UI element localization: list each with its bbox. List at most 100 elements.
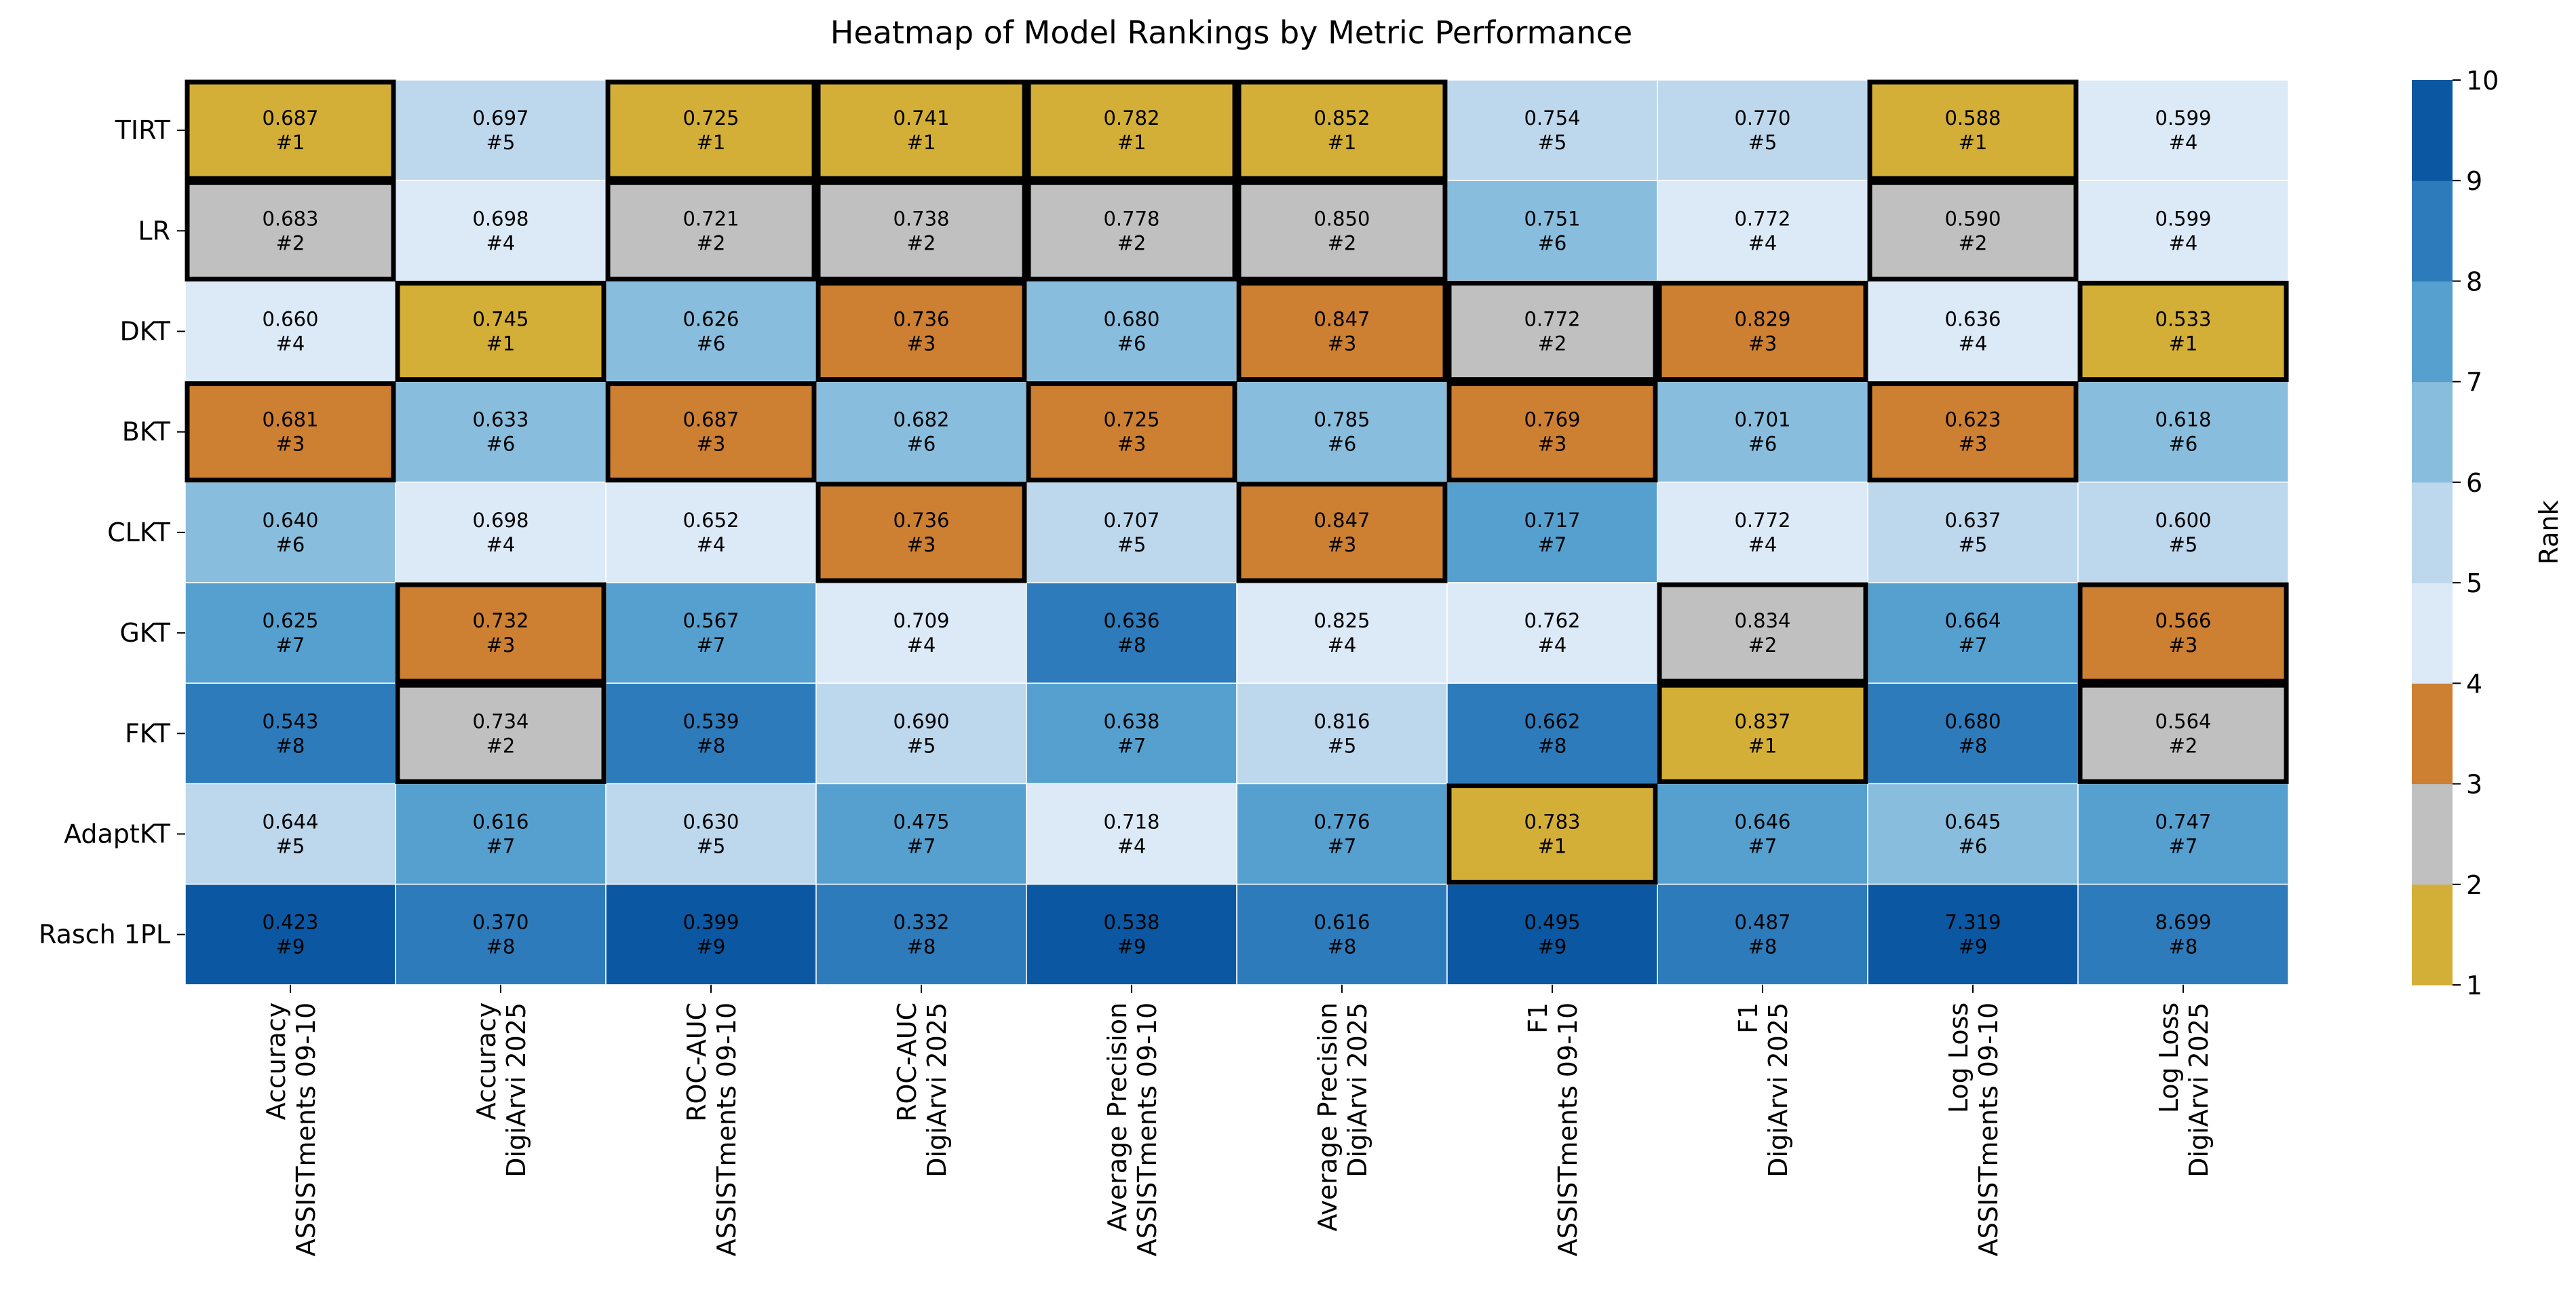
column-label: Log Loss DigiArvi 2025	[2154, 1003, 2214, 1178]
cell-rank-label: #9	[697, 935, 726, 958]
cell-value-label: 0.707	[1103, 509, 1159, 532]
column-label-metric: F1	[1523, 1003, 1553, 1034]
heatmap-cell	[1026, 482, 1237, 583]
cell-rank-label: #6	[1328, 433, 1357, 456]
cell-value-label: 0.847	[1313, 308, 1370, 331]
row-label: BKT	[122, 417, 171, 447]
cell-value-label: 0.772	[1734, 207, 1790, 230]
heatmap-cell	[605, 180, 817, 282]
cell-value-label: 0.778	[1103, 207, 1159, 230]
colorbar-tick-label: 1	[2466, 971, 2482, 1001]
heatmap-cell	[1657, 582, 1868, 684]
colorbar-tick-label: 6	[2466, 468, 2482, 498]
heatmap-cell	[2077, 482, 2289, 583]
cell-rank-label: #4	[1538, 634, 1567, 657]
heatmap-cell	[185, 180, 396, 282]
cell-rank-label: #7	[1748, 835, 1777, 858]
cell-value-label: 0.633	[472, 408, 528, 431]
cell-value-label: 0.588	[1944, 106, 2001, 130]
cell-rank-label: #8	[1328, 935, 1357, 958]
colorbar-segment	[2412, 783, 2453, 885]
heatmap-cell	[1867, 482, 2079, 583]
cell-value-label: 0.725	[683, 106, 739, 130]
cell-rank-label: #8	[1748, 935, 1777, 958]
cell-value-label: 0.652	[683, 509, 739, 532]
cell-value-label: 0.690	[893, 710, 949, 733]
heatmap-cell	[1446, 180, 1658, 282]
top-rank-border	[1236, 180, 1448, 281]
top-rank-border	[395, 280, 607, 383]
row-label: GKT	[119, 618, 170, 648]
top-rank-highlights	[185, 79, 2289, 885]
heatmap-cell	[1446, 582, 1658, 684]
heatmap-cell	[1657, 381, 1868, 483]
heatmap-cell	[2077, 582, 2289, 684]
column-label: Log Loss ASSISTments 09-10	[1944, 1003, 2003, 1256]
heatmap-cell	[185, 482, 396, 583]
heatmap-cell	[1657, 280, 1868, 383]
cell-rank-label: #7	[2169, 835, 2198, 858]
cell-value-label: 0.762	[1524, 609, 1580, 632]
cell-value-label: 0.487	[1734, 911, 1790, 934]
heatmap-cell	[1236, 180, 1448, 282]
cell-rank-label: #1	[907, 131, 936, 154]
heatmap-cell	[1446, 381, 1658, 483]
top-rank-border	[1446, 280, 1658, 383]
cell-rank-label: #2	[1117, 231, 1147, 254]
heatmap-cell	[2077, 883, 2289, 986]
cell-value-label: 0.618	[2155, 408, 2211, 431]
cell-rank-label: #4	[276, 332, 305, 355]
cell-value-label: 7.319	[1944, 911, 2001, 934]
cell-rank-label: #4	[1959, 332, 1988, 355]
heatmap-cell	[395, 883, 607, 986]
cell-value-label: 0.625	[262, 609, 318, 632]
heatmap-cell	[1657, 482, 1868, 583]
heatmap-cell	[1026, 883, 1237, 986]
cell-value-label: 0.638	[1103, 710, 1159, 733]
cell-rank-label: #2	[276, 231, 305, 254]
heatmap-cell	[1867, 582, 2079, 684]
cell-value-label: 0.782	[1103, 106, 1159, 130]
colorbar-tick-label: 4	[2466, 669, 2482, 699]
cell-rank-label: #7	[1117, 734, 1147, 757]
colorbar-tick-label: 9	[2466, 166, 2482, 196]
top-rank-border	[1026, 381, 1237, 483]
heatmap-cell	[185, 381, 396, 483]
cell-value-label: 0.645	[1944, 811, 2001, 834]
cell-rank-label: #3	[1117, 433, 1147, 456]
column-label-metric: Average Precision	[1102, 1003, 1132, 1232]
cell-rank-label: #5	[697, 835, 726, 858]
cell-value-label: 0.732	[472, 609, 528, 632]
cell-rank-label: #5	[907, 734, 936, 757]
cell-value-label: 0.734	[472, 710, 528, 733]
column-label-dataset: DigiArvi 2025	[922, 1003, 952, 1178]
top-rank-border	[1867, 180, 2079, 281]
colorbar-segment	[2412, 884, 2453, 986]
cell-value-label: 0.736	[893, 509, 949, 532]
column-label-metric: Accuracy	[472, 1003, 501, 1121]
cell-rank-label: #4	[1748, 533, 1777, 556]
cell-value-label: 0.698	[472, 207, 528, 230]
heatmap-cell	[1867, 883, 2079, 986]
heatmap-cell	[1657, 783, 1868, 885]
cell-rank-label: #4	[486, 533, 516, 556]
heatmap-cell	[1657, 180, 1868, 282]
heatmap-cell	[395, 180, 607, 282]
heatmap-cell	[1867, 381, 2079, 483]
heatmap-cell	[815, 280, 1027, 383]
cell-rank-label: #5	[1328, 734, 1357, 757]
cell-rank-label: #1	[1748, 734, 1777, 757]
heatmap-cell	[1236, 79, 1448, 181]
cell-value-label: 0.680	[1944, 710, 2001, 733]
heatmap-cell	[185, 582, 396, 684]
cell-rank-label: #9	[1117, 935, 1147, 958]
cell-value-label: 0.785	[1313, 408, 1370, 431]
top-rank-border	[815, 180, 1027, 281]
column-label-metric: Log Loss	[2154, 1003, 2184, 1113]
colorbar-tick-label: 8	[2466, 267, 2482, 296]
column-label: F1 DigiArvi 2025	[1733, 1003, 1793, 1178]
cell-value-label: 0.738	[893, 207, 949, 230]
cell-value-label: 0.664	[1944, 609, 2001, 632]
cell-rank-label: #1	[1328, 131, 1357, 154]
heatmap-cell	[395, 582, 607, 684]
